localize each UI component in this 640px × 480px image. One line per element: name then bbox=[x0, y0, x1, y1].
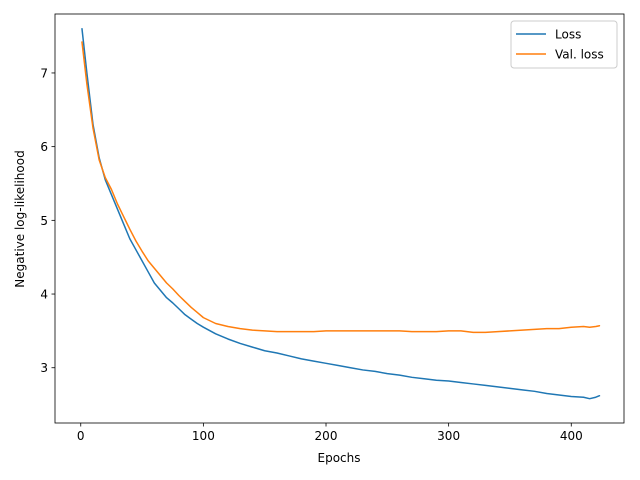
y-tick-label: 3 bbox=[40, 361, 48, 375]
legend-label-val-loss: Val. loss bbox=[555, 48, 604, 62]
x-axis: 0 100 200 300 400 bbox=[77, 423, 583, 443]
y-axis: 3 4 5 6 7 bbox=[40, 66, 55, 375]
series-layer bbox=[81, 27, 601, 400]
y-tick-label: 5 bbox=[40, 214, 48, 228]
legend-box bbox=[510, 20, 618, 69]
x-tick-label: 300 bbox=[437, 429, 460, 443]
x-tick-label: 400 bbox=[560, 429, 583, 443]
series-line-val-loss bbox=[81, 41, 601, 334]
y-tick-label: 6 bbox=[40, 140, 48, 154]
y-tick-label: 4 bbox=[40, 288, 48, 302]
y-axis-label: Negative log-likelihood bbox=[13, 150, 27, 287]
series-line-loss bbox=[81, 27, 601, 400]
x-tick-label: 0 bbox=[77, 429, 85, 443]
plot-area bbox=[54, 13, 625, 424]
x-axis-label: Epochs bbox=[318, 451, 361, 465]
plot-frame bbox=[54, 13, 625, 424]
x-tick-label: 100 bbox=[192, 429, 215, 443]
y-tick-label: 7 bbox=[40, 66, 48, 80]
legend: Loss Val. loss bbox=[510, 20, 618, 69]
legend-label-loss: Loss bbox=[555, 28, 581, 42]
x-tick-label: 200 bbox=[315, 429, 338, 443]
